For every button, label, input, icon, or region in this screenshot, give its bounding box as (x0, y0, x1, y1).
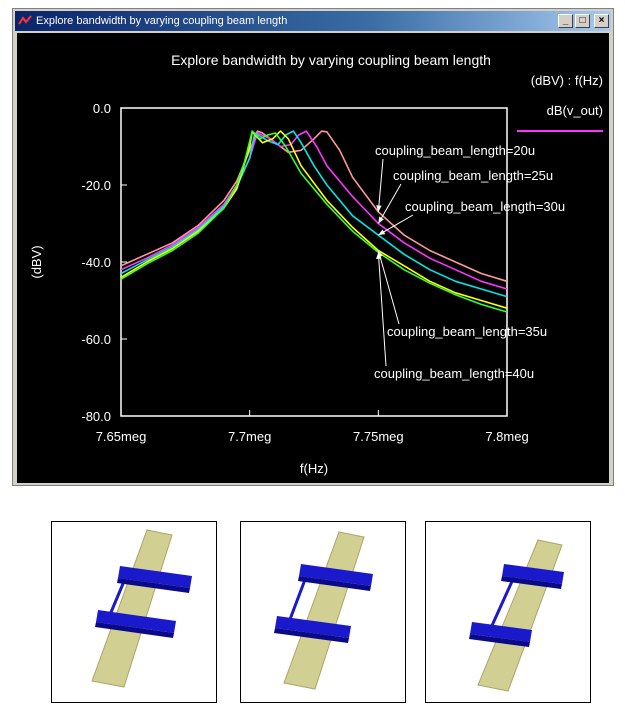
window-titlebar[interactable]: Explore bandwidth by varying coupling be… (15, 11, 611, 31)
anchor-plate (283, 531, 365, 690)
resonator-beam-bottom (275, 616, 351, 638)
y-tick-label: -60.0 (81, 332, 111, 347)
y-tick-label: 0.0 (93, 101, 111, 116)
series-line-3 (120, 130, 508, 298)
x-tick-label: 7.8meg (485, 429, 528, 444)
resonator-beam-top-side (117, 578, 190, 593)
plot-area[interactable]: Explore bandwidth by varying coupling be… (17, 33, 609, 483)
coupling-beam (488, 576, 516, 631)
resonator-3d-model-2 (274, 531, 373, 690)
minimize-button[interactable]: _ (558, 14, 573, 28)
y-tick-label: -40.0 (81, 255, 111, 270)
resonator-beam-bottom (96, 610, 176, 633)
resonator-beam-bottom-side (95, 622, 174, 638)
close-button[interactable]: × (594, 14, 609, 28)
anchor-plate (477, 539, 563, 692)
annotation-arrowhead (376, 205, 382, 212)
y-tick-label: -20.0 (81, 178, 111, 193)
y-axis-label: (dBV) (29, 245, 44, 278)
annotation-label: coupling_beam_length=20u (375, 143, 535, 158)
waveform-app-icon (18, 15, 32, 25)
series-line-2 (120, 130, 508, 290)
resonator-beam-top (299, 564, 373, 586)
close-icon: × (598, 15, 605, 26)
anchor-plate (91, 529, 173, 688)
x-axis-label: f(Hz) (300, 461, 328, 476)
minimize-icon: _ (562, 15, 569, 26)
resonator-3d-model-3 (469, 539, 564, 692)
legend-label: dB(v_out) (547, 103, 603, 118)
frequency-response-chart: Explore bandwidth by varying coupling be… (29, 52, 603, 476)
resonator-thumbnail-2 (240, 521, 406, 703)
annotation-arrow (378, 214, 414, 236)
x-tick-label: 7.7meg (228, 429, 271, 444)
annotation-arrow (377, 183, 402, 224)
x-tick-label: 7.75meg (353, 429, 404, 444)
axis-caption: (dBV) : f(Hz) (531, 73, 603, 88)
x-tick-label: 7.65meg (96, 429, 147, 444)
annotation-arrow (377, 252, 387, 367)
annotation-label: coupling_beam_length=30u (405, 199, 565, 214)
annotation-arrow (377, 158, 384, 212)
window-title: Explore bandwidth by varying coupling be… (36, 15, 288, 27)
resonator-beam-bottom-side (274, 628, 349, 643)
maximize-icon: □ (579, 15, 586, 26)
resonator-beam-bottom (470, 622, 532, 642)
series-line-5 (120, 130, 508, 313)
annotation-arrowhead (376, 252, 382, 259)
resonator-beam-top (502, 564, 564, 584)
resonator-beam-top (118, 566, 192, 588)
resonator-thumbnail-3 (425, 521, 591, 703)
chart-title: Explore bandwidth by varying coupling be… (171, 52, 491, 68)
resonator-thumbnail-1 (51, 521, 217, 703)
coupling-beam (287, 576, 308, 623)
annotation-label: coupling_beam_length=25u (393, 168, 553, 183)
resonator-beam-top-side (501, 576, 562, 589)
annotation-label: coupling_beam_length=35u (387, 324, 547, 339)
resonator-3d-model-1 (91, 529, 192, 688)
resonator-beam-top-side (298, 576, 371, 591)
series-line-1 (120, 130, 508, 283)
annotation-label: coupling_beam_length=40u (374, 366, 534, 381)
annotation-arrow (377, 250, 400, 325)
coupling-beam (107, 578, 127, 618)
maximize-button[interactable]: □ (575, 14, 590, 28)
annotation-arrowhead (378, 216, 384, 224)
resonator-beam-bottom-side (469, 634, 530, 647)
y-tick-label: -80.0 (81, 409, 111, 424)
series-line-4 (120, 130, 508, 309)
annotation-arrowhead (378, 229, 386, 236)
waveform-window: Explore bandwidth by varying coupling be… (12, 8, 614, 486)
